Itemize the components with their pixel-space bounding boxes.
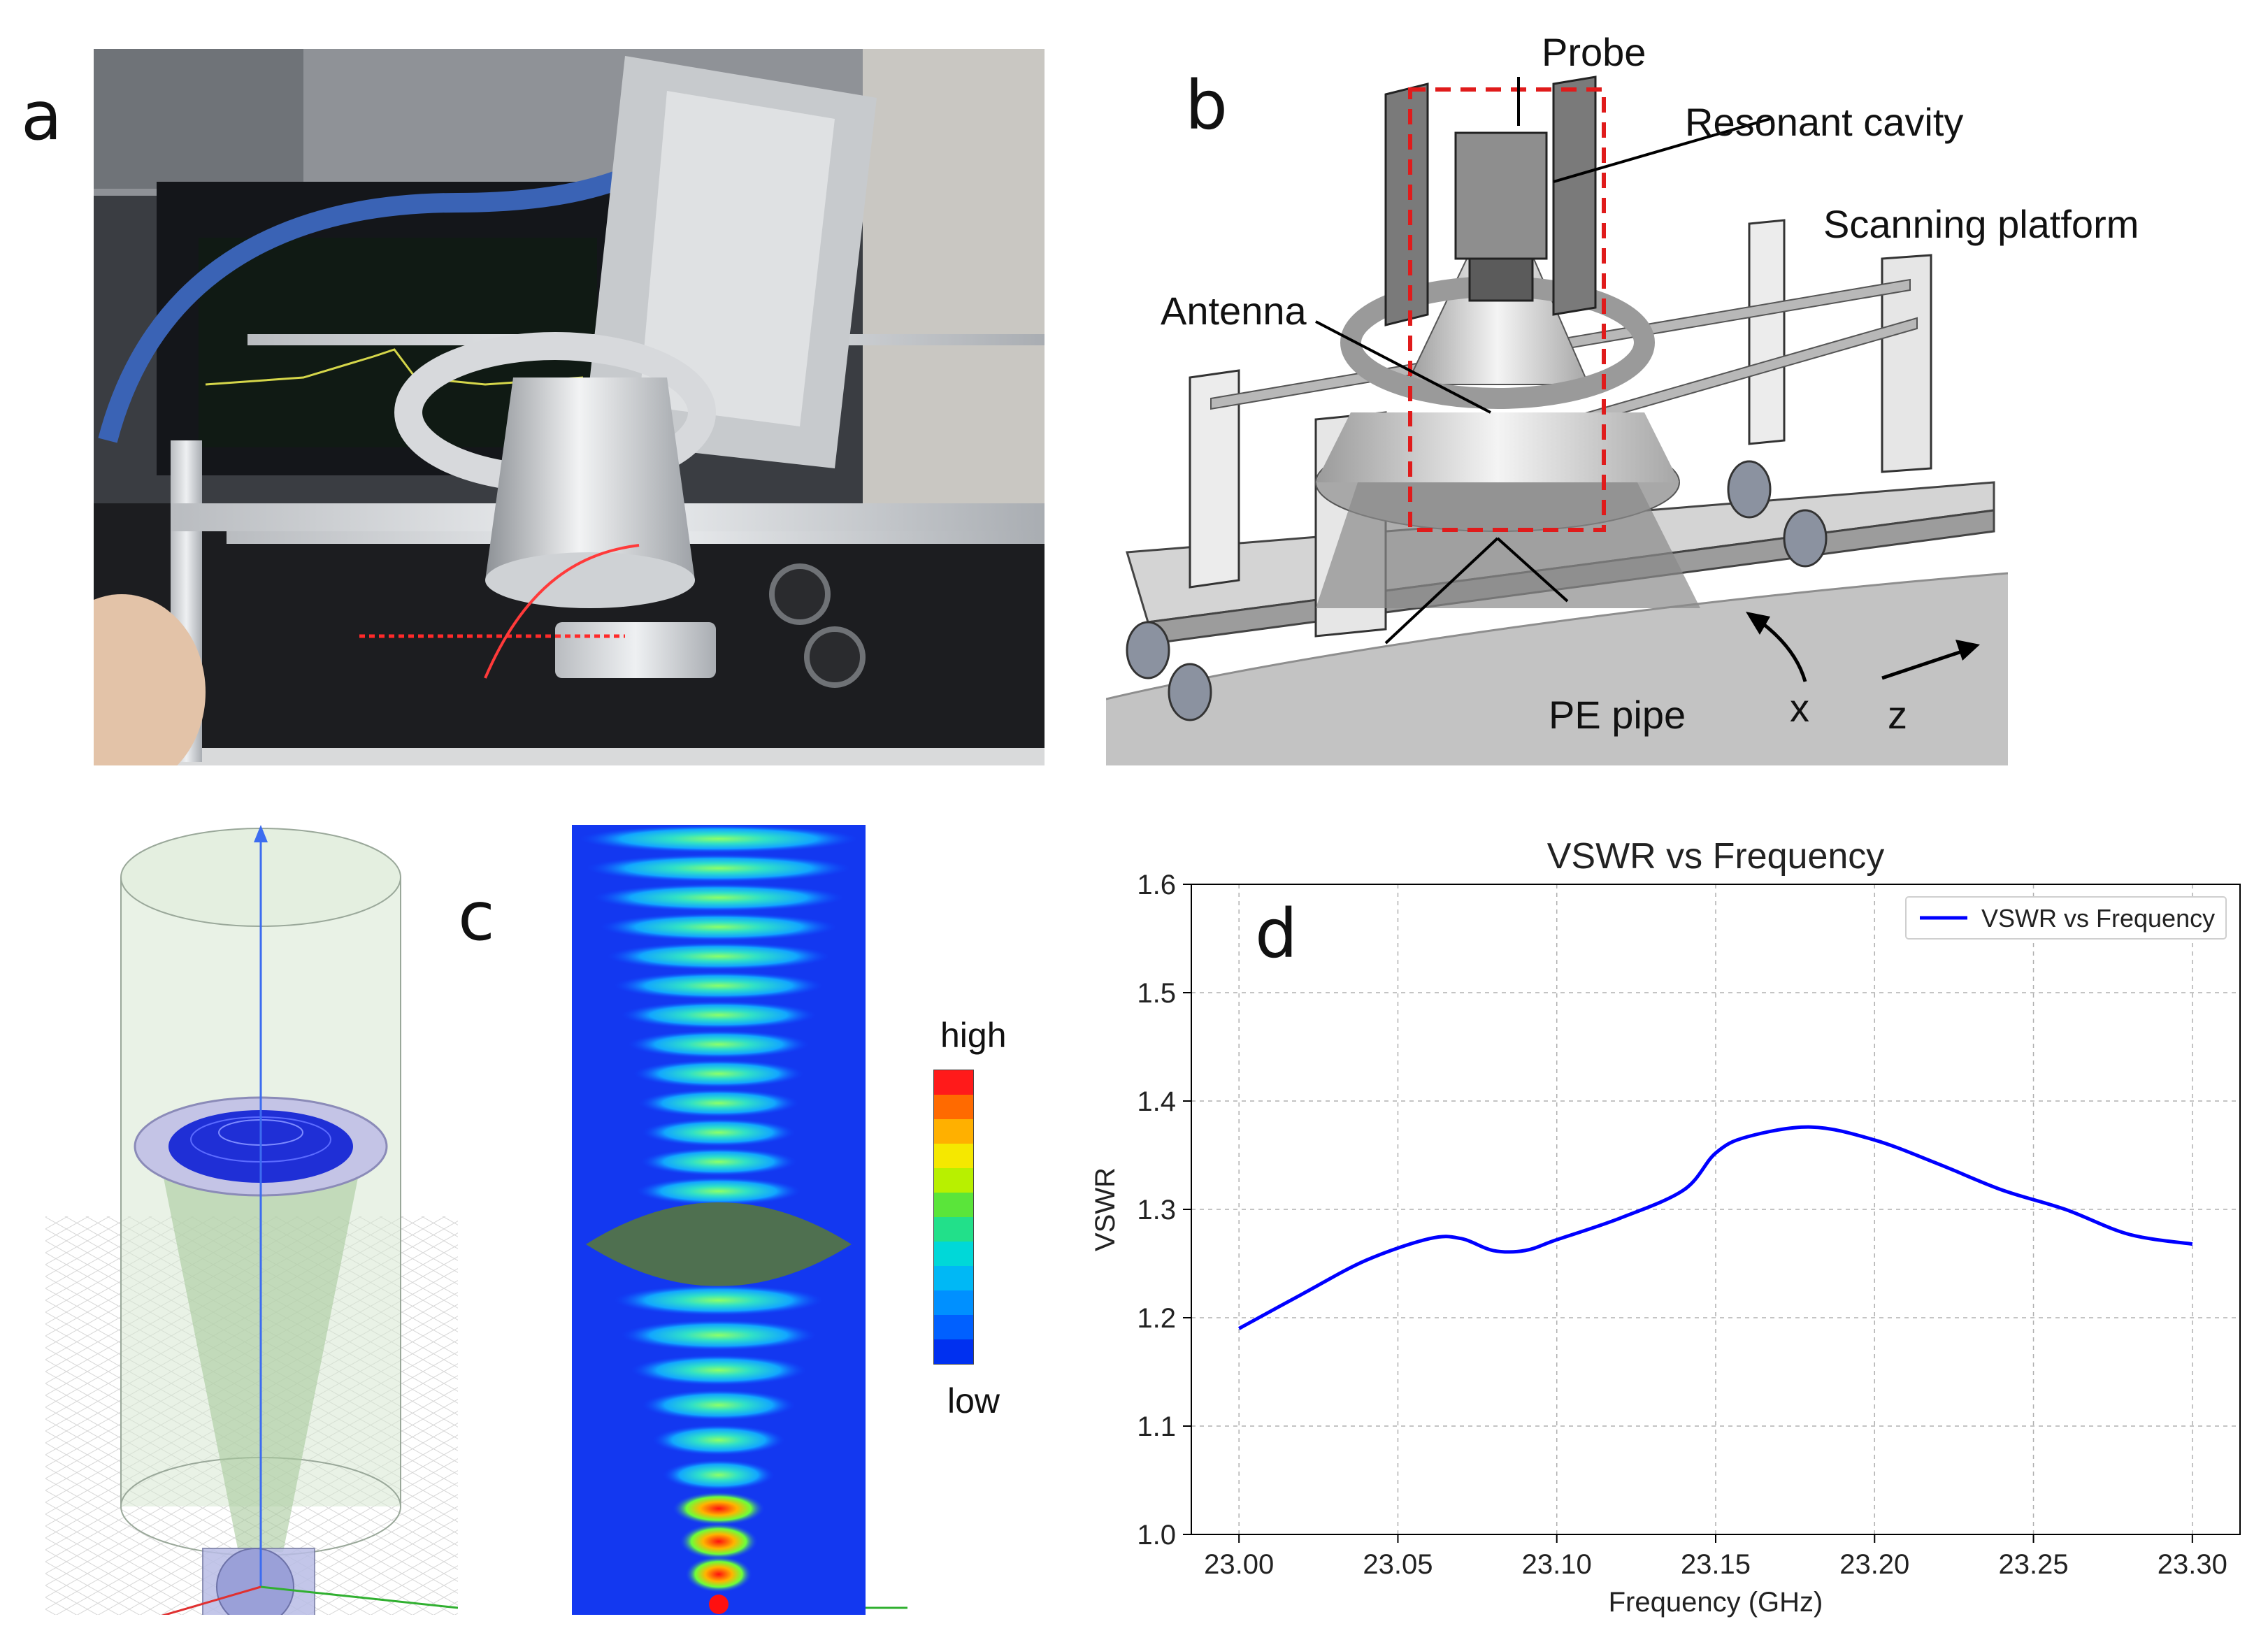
y-tick-label: 1.1 (1137, 1411, 1176, 1442)
panel-letter-c: c (458, 877, 495, 956)
x-axis-label: Frequency (GHz) (1609, 1587, 1823, 1618)
colorbar-step-0 (934, 1070, 973, 1095)
panel-c-field (572, 816, 907, 1615)
chart-ticks: 23.00 23.05 23.10 23.15 23.20 23.25 23.30 1.0 1.… (1137, 870, 2227, 1580)
panel-letter-a: a (21, 77, 62, 155)
label-scanning-platform: Scanning platform (1823, 202, 2139, 246)
legend-entry-label: VSWR vs Frequency (1981, 904, 2215, 933)
vswr-chart: VSWR vs Frequency 23.00 23.05 23.10 23.15 23… (1090, 836, 2241, 1618)
label-resonant-cavity: Resonant cavity (1685, 100, 1964, 144)
colorbar-low-label: low (947, 1381, 1000, 1420)
label-pe-pipe: PE pipe (1549, 693, 1686, 737)
colorbar-high-label: high (940, 1016, 1007, 1055)
y-tick-label: 1.2 (1137, 1303, 1176, 1334)
chart-title: VSWR vs Frequency (1547, 836, 1885, 877)
legend: VSWR vs Frequency (1905, 896, 2227, 940)
colorbar-step-7 (934, 1242, 973, 1266)
z-axis-arrow-icon (1881, 648, 1967, 680)
x-tick-label: 23.15 (1681, 1549, 1751, 1580)
panel-b-cad-rendering (1105, 49, 2009, 765)
antenna-lens-3d-model (45, 825, 459, 1633)
y-axis-label: VSWR (1090, 1167, 1121, 1251)
label-z-axis: z (1888, 693, 1907, 737)
label-probe: Probe (1542, 30, 1646, 74)
lens-shape (586, 1202, 852, 1286)
panel-a (38, 49, 1045, 790)
colorbar-step-3 (934, 1144, 973, 1168)
probe-highlight-box (1408, 87, 1606, 532)
panel-letter-b: b (1185, 66, 1228, 145)
y-tick-label: 1.0 (1137, 1520, 1176, 1551)
panel-letter-d: d (1255, 895, 1298, 973)
x-tick-label: 23.25 (1998, 1549, 2068, 1580)
colorbar-step-11 (934, 1339, 973, 1364)
y-tick-label: 1.4 (1137, 1086, 1176, 1117)
panel-a-photo (38, 49, 1045, 790)
panel-c-geometry (45, 825, 459, 1633)
colorbar-step-9 (934, 1290, 973, 1315)
y-tick-label: 1.3 (1137, 1195, 1176, 1225)
electric-field-distribution (572, 816, 907, 1615)
field-lobes-upper (579, 825, 859, 1205)
x-tick-label: 23.05 (1363, 1549, 1433, 1580)
colorbar-step-2 (934, 1119, 973, 1144)
panel-b (1105, 49, 2009, 765)
vswr-series-line (1237, 1125, 2193, 1330)
label-antenna: Antenna (1161, 289, 1307, 333)
colorbar-step-10 (934, 1315, 973, 1339)
y-tick-label: 1.5 (1137, 978, 1176, 1009)
colorbar-step-1 (934, 1095, 973, 1119)
chart-grid (1191, 884, 2240, 1535)
colorbar-step-6 (934, 1217, 973, 1242)
colorbar-step-4 (934, 1168, 973, 1193)
y-tick-label: 1.6 (1137, 870, 1176, 900)
x-tick-label: 23.20 (1839, 1549, 1909, 1580)
colorbar-step-8 (934, 1266, 973, 1290)
x-tick-label: 23.00 (1204, 1549, 1274, 1580)
x-tick-label: 23.10 (1522, 1549, 1592, 1580)
colorbar (933, 1070, 974, 1365)
field-lobes-lower (614, 1285, 824, 1614)
label-x-axis: x (1790, 686, 1809, 730)
x-tick-label: 23.30 (2158, 1549, 2227, 1580)
colorbar-step-5 (934, 1193, 973, 1217)
